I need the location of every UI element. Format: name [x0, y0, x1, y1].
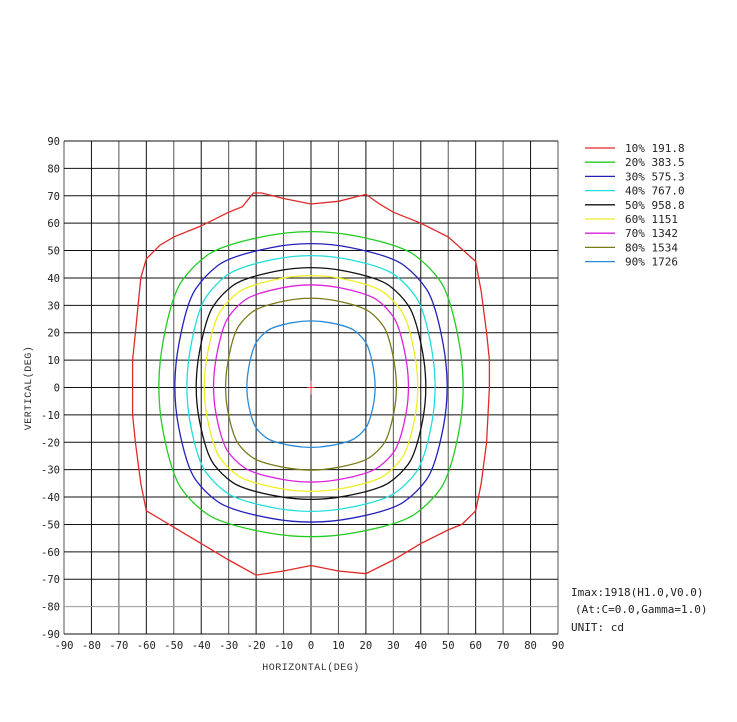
x-tick-label: -90	[55, 640, 74, 652]
y-tick-label: -50	[41, 519, 60, 531]
y-tick-label: 80	[47, 163, 60, 175]
contour-line-5	[195, 267, 427, 500]
legend-entry: 80% 1534	[625, 241, 678, 254]
x-tick-label: -20	[247, 640, 266, 652]
center-marker	[307, 380, 315, 395]
y-tick-label: 60	[47, 218, 60, 230]
contour-line-7	[212, 284, 410, 483]
x-tick-label: -60	[137, 640, 156, 652]
contour-line-8	[224, 297, 398, 471]
y-tick-label: -80	[41, 602, 60, 614]
unit-text: UNIT: cd	[571, 621, 624, 634]
y-tick-label: -70	[41, 574, 60, 586]
y-tick-label: -90	[41, 629, 60, 641]
x-tick-label: 0	[308, 640, 314, 652]
contours	[131, 192, 491, 576]
x-tick-label: 10	[332, 640, 345, 652]
x-tick-label: -10	[274, 640, 293, 652]
legend-entry: 10% 191.8	[625, 142, 685, 155]
y-tick-label: 30	[47, 300, 60, 312]
contour-line-1	[131, 192, 491, 576]
legend-entry: 70% 1342	[625, 227, 678, 240]
contour-line-2	[158, 231, 464, 538]
legend-entry: 20% 383.5	[625, 156, 685, 169]
y-axis-label: VERTICAL(DEG)	[23, 346, 35, 431]
x-tick-label: -70	[109, 640, 128, 652]
x-tick-label: 30	[387, 640, 400, 652]
x-tick-label: -50	[164, 640, 183, 652]
legend-entry: 50% 958.8	[625, 199, 685, 212]
x-tick-label: 20	[360, 640, 373, 652]
y-tick-label: -60	[41, 547, 60, 559]
imax-text: Imax:1918(H1.0,V0.0)	[571, 586, 703, 599]
y-tick-labels: 90 80 70 60 50 40 30 20 10 0 -10 -20 -30 -40 -50 -60 -70…	[41, 136, 60, 641]
y-tick-label: 70	[47, 191, 60, 203]
legend-entry: 30% 575.3	[625, 170, 685, 183]
y-tick-label: 10	[47, 355, 60, 367]
y-tick-label: -40	[41, 492, 60, 504]
at-text: (At:C=0.0,Gamma=1.0)	[575, 603, 707, 616]
y-tick-label: -30	[41, 465, 60, 477]
x-tick-label: 40	[414, 640, 427, 652]
x-axis-label: HORIZONTAL(DEG)	[262, 662, 360, 674]
y-tick-label: -20	[41, 437, 60, 449]
x-tick-label: -30	[219, 640, 238, 652]
contour-line-9	[246, 320, 376, 449]
x-tick-label: 50	[442, 640, 455, 652]
x-tick-labels: -90 -80 -70 -60 -50 -40 -30 -20 -10 0 10 20 30 40 50 60…	[55, 640, 565, 652]
contour-line-6	[203, 275, 419, 492]
x-tick-label: 60	[469, 640, 482, 652]
grid	[63, 140, 559, 635]
contour-line-3	[174, 243, 448, 523]
x-tick-label: -40	[192, 640, 211, 652]
y-tick-label: 0	[54, 383, 60, 395]
legend-entry: 60% 1151	[625, 213, 678, 226]
y-tick-label: 20	[47, 328, 60, 340]
legend-entry: 40% 767.0	[625, 185, 685, 198]
y-tick-label: -10	[41, 410, 60, 422]
y-tick-label: 90	[47, 136, 60, 148]
y-tick-label: 50	[47, 246, 60, 258]
x-tick-label: 90	[552, 640, 565, 652]
y-tick-label: 40	[47, 273, 60, 285]
x-tick-label: 80	[524, 640, 537, 652]
x-tick-label: -80	[82, 640, 101, 652]
legend-entry: 90% 1726	[625, 256, 678, 269]
legend: 10% 191.820% 383.530% 575.3 40% 767.050% …	[585, 142, 685, 269]
x-tick-label: 70	[497, 640, 510, 652]
contour-line-4	[186, 254, 436, 513]
